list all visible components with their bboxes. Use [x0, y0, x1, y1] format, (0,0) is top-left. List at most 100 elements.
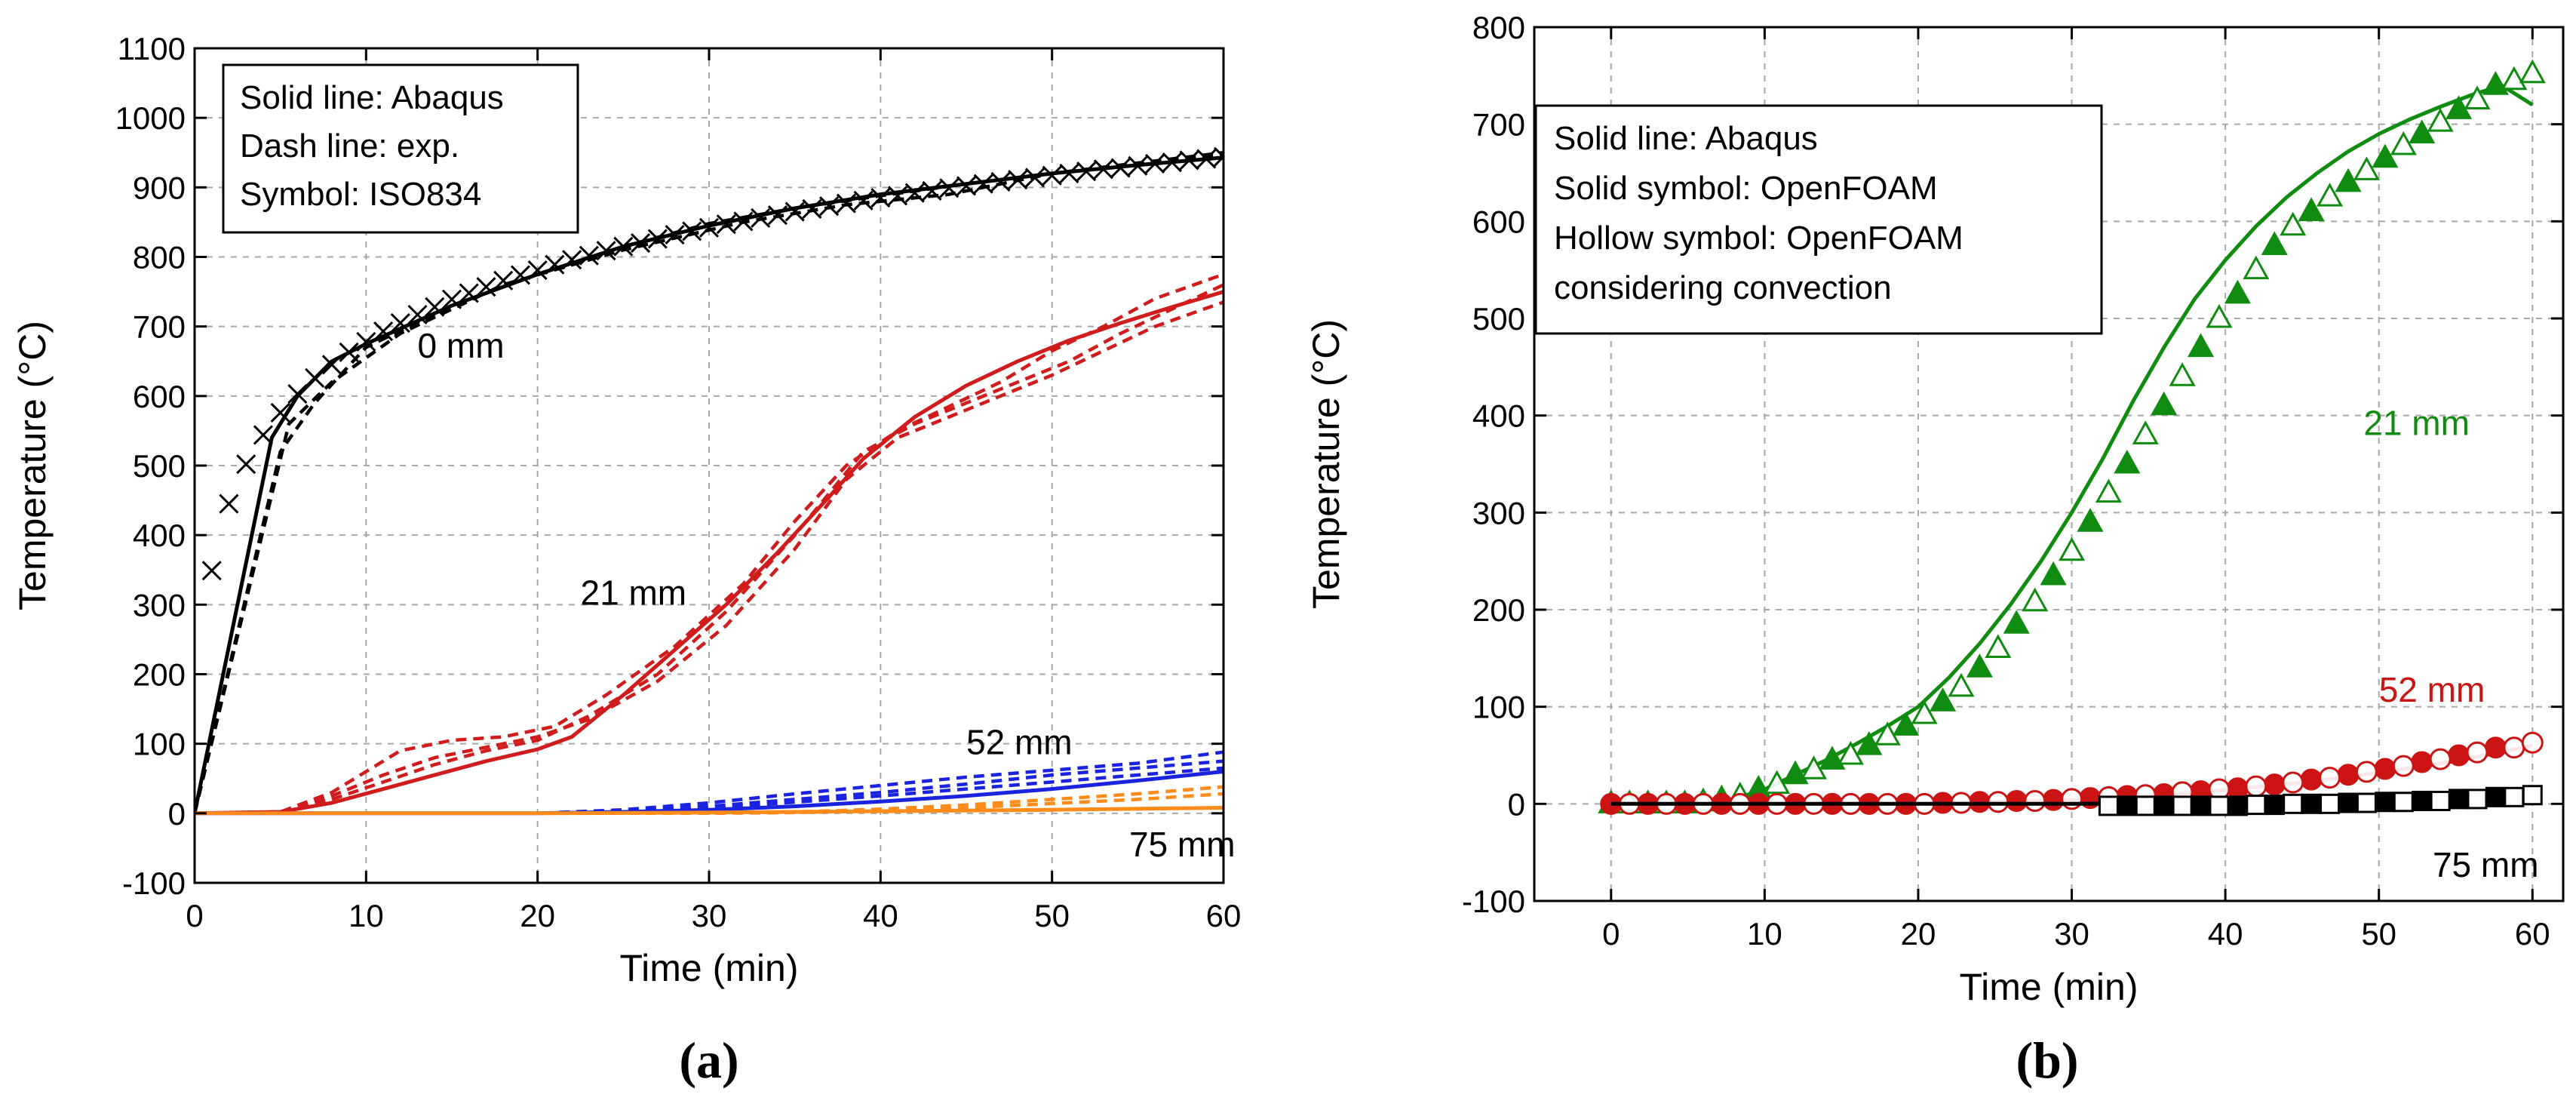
data-point-marker [698, 217, 720, 238]
data-point-marker [1966, 653, 1993, 678]
data-point-marker [870, 188, 891, 208]
panel-label: (b) [2016, 1031, 2078, 1089]
data-point-marker [2283, 793, 2304, 814]
data-point-marker [2300, 768, 2323, 791]
data-point-marker [767, 205, 788, 226]
data-point-marker [819, 196, 840, 217]
data-point-marker [2224, 279, 2251, 304]
data-point-marker [579, 245, 599, 266]
legend-entry: Solid line: Abaqus [1554, 120, 1818, 157]
plot-area-b [1598, 59, 2546, 816]
data-point-marker [613, 236, 634, 257]
data-point-marker [2022, 587, 2049, 612]
data-point-marker [2114, 449, 2141, 474]
data-point-marker [853, 190, 874, 211]
annotations: 21 mm 52 mm 75 mm [2363, 403, 2538, 884]
data-point-marker [784, 201, 805, 222]
data-point-marker [2209, 795, 2230, 816]
data-point-marker [1782, 760, 1809, 785]
y-tick-label: 0 [168, 796, 186, 832]
data-point-marker [1145, 153, 1165, 174]
series-line [195, 792, 1224, 816]
data-point-marker [1008, 170, 1028, 190]
data-point-marker [596, 241, 616, 261]
x-tick-label: 20 [1901, 916, 1936, 952]
x-tick-label: 20 [520, 898, 555, 933]
y-tick-label: 700 [133, 309, 186, 345]
data-point-marker [2132, 420, 2159, 444]
data-point-marker [2522, 785, 2543, 806]
data-point-marker [562, 250, 582, 270]
y-tick-label: 1100 [118, 31, 186, 66]
data-point-marker [1819, 746, 1846, 770]
data-point-marker [2154, 795, 2175, 816]
data-point-marker [441, 289, 462, 309]
x-tick-label: 50 [2361, 916, 2396, 952]
data-point-marker [2058, 536, 2086, 561]
y-tick-label: 500 [1472, 301, 1525, 337]
y-tick-label: 100 [133, 727, 186, 762]
y-axis-label: Temperature (°C) [11, 321, 54, 610]
axes: 0 10 20 30 40 50 60-10001002003004005006007008… [1305, 10, 2565, 1089]
data-point-marker [2264, 795, 2285, 816]
data-point-marker [733, 211, 754, 232]
x-tick-label: 30 [2054, 916, 2089, 952]
data-point-marker [2374, 758, 2396, 780]
y-tick-label: 200 [1472, 592, 1525, 628]
panel-label: (a) [679, 1031, 738, 1089]
data-point-marker [888, 186, 908, 206]
data-point-marker [2356, 792, 2377, 813]
data-point-marker [1128, 155, 1148, 176]
data-point-marker [2372, 143, 2399, 168]
data-point-marker [1985, 634, 2012, 658]
data-point-marker [2298, 197, 2325, 221]
plot-area-a [195, 146, 1224, 816]
data-point-marker [2227, 795, 2248, 816]
data-point-marker [1987, 791, 2010, 813]
data-point-marker [1024, 168, 1045, 188]
data-point-marker [236, 454, 256, 475]
series-annotation: 0 mm [418, 326, 505, 365]
series-annotation: 52 mm [2379, 670, 2485, 709]
data-point-marker [219, 493, 239, 514]
y-tick-label: 300 [133, 587, 186, 623]
y-tick-label: 900 [133, 170, 186, 205]
x-tick-label: 60 [1206, 898, 1242, 933]
chart-panel-a: 0 10 20 30 40 50 60-10001002003004005006007008… [11, 31, 1241, 1089]
data-point-marker [751, 208, 771, 228]
legend-entry: Solid line: Abaqus [240, 79, 504, 116]
data-point-marker [407, 304, 428, 325]
data-point-marker [990, 171, 1011, 192]
y-tick-label: -100 [122, 865, 186, 901]
legend-entry: Symbol: ISO834 [240, 176, 481, 213]
data-point-marker [665, 224, 685, 245]
data-point-marker [527, 260, 548, 281]
chart-panel-b: 0 10 20 30 40 50 60 -100 0 100 200 300 400 500 600 700 8… [1305, 10, 2565, 1089]
data-point-marker [2485, 786, 2506, 807]
y-tick-label: 1000 [115, 100, 186, 136]
x-tick-label: 0 [1602, 916, 1620, 952]
data-point-marker [2519, 59, 2546, 84]
data-point-marker [1874, 721, 1901, 746]
data-point-marker [2521, 731, 2544, 754]
data-point-marker [2077, 508, 2104, 532]
x-tick-label: 50 [1034, 898, 1070, 933]
data-point-marker [2226, 777, 2249, 800]
legend-entry: considering convection [1554, 269, 1892, 306]
axes: 0 10 20 30 40 50 60-10001002003004005006007008… [11, 31, 1241, 1089]
x-tick-label: 0 [186, 898, 203, 933]
data-point-marker [2429, 748, 2452, 770]
data-point-marker [2466, 741, 2488, 764]
data-point-marker [545, 254, 565, 275]
data-point-marker [305, 367, 325, 388]
data-point-marker [2191, 795, 2212, 816]
data-point-marker [2280, 211, 2307, 236]
data-point-marker [1929, 687, 1957, 712]
data-point-marker [2040, 561, 2067, 586]
x-axis-label: Time (min) [1959, 966, 2138, 1008]
data-point-marker [956, 176, 977, 196]
legend-entry: Solid symbol: OpenFOAM [1554, 170, 1938, 207]
data-point-marker [1110, 158, 1131, 178]
data-point-marker [390, 312, 410, 334]
